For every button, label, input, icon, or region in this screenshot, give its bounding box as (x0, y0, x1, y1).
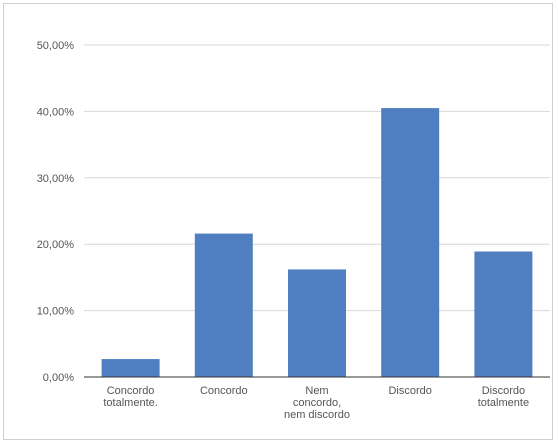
y-tick-label: 0,00% (43, 372, 74, 384)
bar (194, 233, 253, 377)
x-category-label: Nem concordo, nem discordo (284, 385, 350, 421)
x-category-label-line: Concordo (200, 385, 248, 397)
x-category-label: Discordo totalmente (478, 385, 529, 409)
y-tick-label: 30,00% (37, 173, 75, 185)
bar (474, 251, 533, 377)
gridlines (84, 44, 550, 312)
x-category-label-line: Nem (305, 385, 328, 397)
x-category-label: Concordo totalmente. (103, 385, 157, 409)
bars (101, 108, 533, 377)
x-category-label-line: Discordo (388, 385, 431, 397)
x-category-label: Concordo (200, 385, 248, 397)
bar-chart: 0,00% 10,00% 20,00% 30,00% 40,00% 50,00% Conc… (37, 40, 550, 421)
y-tick-label: 20,00% (37, 239, 75, 251)
x-category-label-line: totalmente (478, 397, 529, 409)
x-category-label-line: nem discordo (284, 409, 350, 421)
y-tick-label: 40,00% (37, 106, 75, 118)
bar (381, 108, 440, 377)
x-axis-category-labels: Concordo totalmente.Concordo Nem concordo, n… (103, 385, 529, 421)
y-tick-label: 10,00% (37, 306, 75, 318)
x-category-label-line: Concordo (107, 385, 155, 397)
x-category-label-line: concordo, (293, 397, 341, 409)
y-axis-tick-labels: 0,00% 10,00% 20,00% 30,00% 40,00% 50,00% (37, 40, 75, 384)
x-category-label-line: Discordo (482, 385, 525, 397)
x-category-label: Discordo (388, 385, 431, 397)
chart-frame: 0,00% 10,00% 20,00% 30,00% 40,00% 50,00% Conc… (3, 3, 553, 440)
y-tick-label: 50,00% (37, 40, 75, 52)
bar (288, 269, 346, 377)
bar (101, 359, 160, 377)
x-category-label-line: totalmente. (103, 397, 157, 409)
